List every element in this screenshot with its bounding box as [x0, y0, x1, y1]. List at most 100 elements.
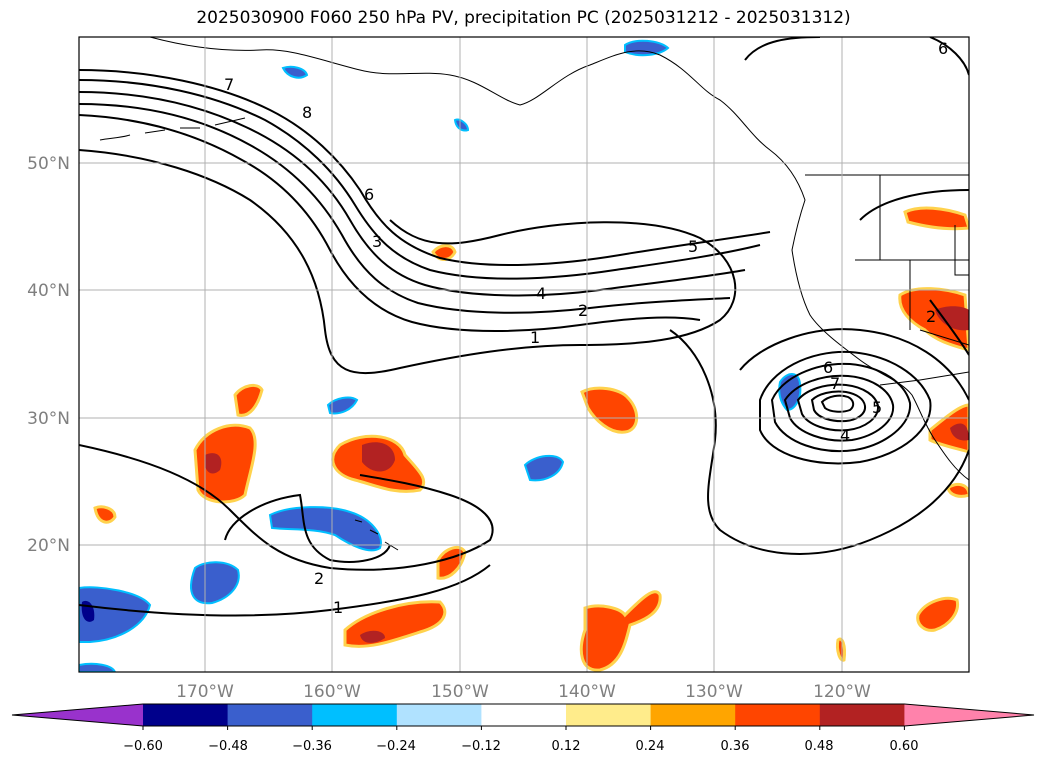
- lat-label: 50°N: [27, 154, 70, 174]
- pv-contours: [79, 37, 969, 617]
- contour-label: 6: [938, 39, 948, 58]
- colorbar-tick-label: 0.60: [890, 739, 919, 754]
- pv-contour: [79, 149, 737, 375]
- colorbar-segment: [396, 704, 482, 726]
- contour-label: 1: [530, 328, 540, 347]
- contour-label: 4: [536, 284, 546, 303]
- colorbar-segment: [312, 704, 398, 726]
- aleutian-islands: [99, 117, 246, 141]
- pv-contour: [859, 189, 969, 221]
- contour-label: 3: [372, 232, 382, 251]
- contour-label: 7: [830, 374, 840, 393]
- precip-blob: [935, 306, 969, 331]
- lat-label: 30°N: [27, 409, 70, 429]
- map-frame: [78, 36, 970, 673]
- state-borders: [855, 175, 969, 346]
- precip-blob: [190, 561, 240, 605]
- colorbar-segment: [227, 704, 313, 726]
- precip-blob: [93, 505, 117, 524]
- precip-blob: [193, 423, 257, 504]
- lon-label: 150°W: [431, 682, 489, 702]
- precip-blob: [946, 482, 969, 498]
- precip-blob: [281, 65, 309, 79]
- pv-contour: [759, 350, 932, 465]
- precip-blob: [579, 590, 662, 672]
- precip-blob: [950, 423, 969, 441]
- precip-blob: [233, 383, 264, 417]
- colorbar-tick-label: −0.48: [208, 739, 248, 754]
- pv-contour: [929, 37, 969, 76]
- pv-contour: [820, 394, 855, 413]
- contour-label: 4: [840, 426, 850, 445]
- pv-contour: [79, 69, 771, 267]
- pv-contour: [79, 444, 494, 571]
- contour-label: 5: [872, 398, 882, 417]
- precip-blob: [898, 287, 969, 352]
- precip-blob: [580, 386, 639, 434]
- pv-contour: [669, 329, 969, 555]
- precip-blob: [79, 662, 117, 672]
- pv-contour: [79, 103, 731, 314]
- precip-blob: [204, 453, 222, 474]
- colorbar-tick-label: −0.24: [376, 739, 416, 754]
- precip-blob: [836, 637, 846, 662]
- figure-title: 2025030900 F060 250 hPa PV, precipitatio…: [196, 8, 851, 28]
- precip-negative-areas: [79, 39, 802, 672]
- colorbar-tick-label: −0.60: [123, 739, 163, 754]
- precip-blob: [624, 39, 670, 57]
- colorbar-extend-max: [904, 704, 1034, 726]
- colorbar-tick-label: 0.48: [805, 739, 834, 754]
- pv-contour: [810, 390, 867, 423]
- latitude-labels: 50°N 40°N 30°N 20°N: [27, 154, 70, 556]
- contour-labels: 7 8 6 3 5 4 2 1 6 7 5 4 2 1 2 6: [224, 39, 948, 617]
- gridlines: [79, 37, 969, 672]
- contour-label: 6: [823, 358, 833, 377]
- pv-contour: [929, 299, 969, 356]
- lat-label: 20°N: [27, 536, 70, 556]
- colorbar-tick-label: 0.36: [721, 739, 750, 754]
- pv-contour: [79, 114, 701, 332]
- precip-blob: [79, 586, 152, 643]
- precip-blob: [916, 596, 960, 632]
- pv-contour: [79, 79, 761, 280]
- lon-label: 120°W: [813, 682, 871, 702]
- colorbar-tick-label: 0.24: [636, 739, 665, 754]
- contour-label: 2: [578, 301, 588, 320]
- contour-label: 2: [926, 307, 936, 326]
- colorbar-tick-label: 0.12: [552, 739, 581, 754]
- pv-contour: [79, 91, 746, 297]
- pv-contour: [224, 493, 391, 563]
- pv-contour: [770, 362, 912, 452]
- colorbar-segment: [650, 704, 736, 726]
- pv-contour: [796, 383, 880, 432]
- lon-label: 160°W: [303, 682, 361, 702]
- colorbar-segment: [735, 704, 821, 726]
- lon-label: 130°W: [685, 682, 743, 702]
- pv-contour: [783, 374, 895, 442]
- colorbar-tick-label: −0.12: [461, 739, 501, 754]
- precip-blob: [523, 454, 565, 482]
- contour-label: 8: [302, 103, 312, 122]
- precip-blob: [268, 506, 382, 552]
- contour-label: 7: [224, 75, 234, 94]
- contour-label: 1: [333, 598, 343, 617]
- colorbar-segment: [819, 704, 905, 726]
- colorbar-segment: [143, 704, 229, 726]
- lon-label: 170°W: [176, 682, 234, 702]
- colorbar-segment: [481, 704, 567, 726]
- lat-label: 40°N: [27, 281, 70, 301]
- colorbar-extend-min: [12, 704, 143, 726]
- contour-label: 2: [314, 569, 324, 588]
- precip-blob: [903, 206, 969, 231]
- pv-contour: [739, 328, 969, 401]
- colorbar-tick-label: −0.36: [292, 739, 332, 754]
- pv-contour: [79, 564, 491, 617]
- precip-blob: [362, 442, 395, 472]
- precip-blob: [326, 396, 359, 415]
- lon-label: 140°W: [558, 682, 616, 702]
- contour-label: 5: [688, 237, 698, 256]
- colorbar-segment: [566, 704, 652, 726]
- hawaii-islands: [354, 519, 399, 551]
- precip-blob: [360, 630, 385, 643]
